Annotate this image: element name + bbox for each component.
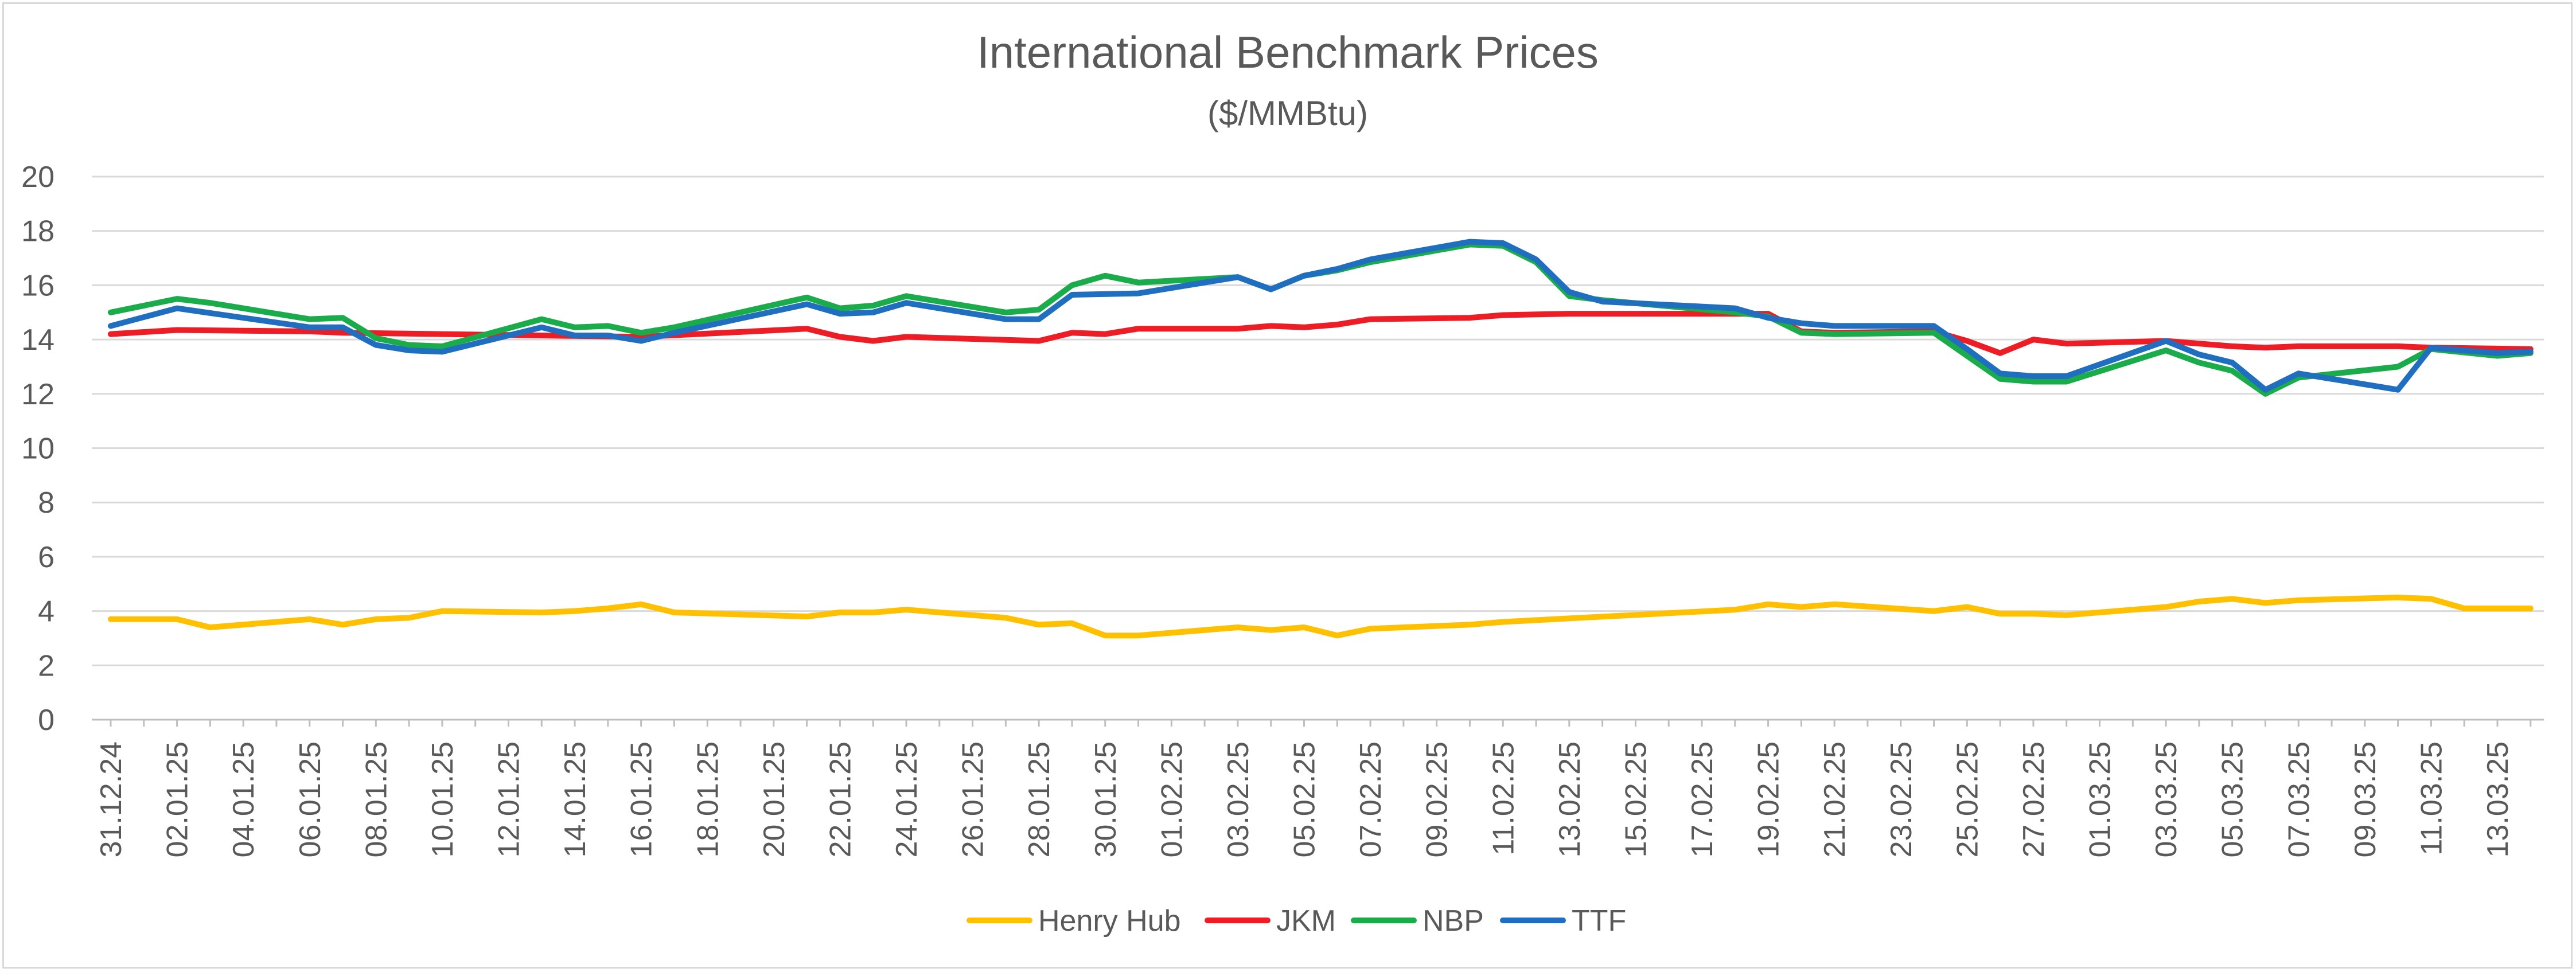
x-tick-label: 18.01.25 [691,741,724,857]
x-tick-label: 09.03.25 [2349,741,2382,857]
y-tick-label: 12 [21,378,54,411]
x-tick-label: 03.02.25 [1222,741,1255,857]
x-tick-label: 19.02.25 [1752,741,1786,857]
y-axis-ticks: 0 2 4 6 8 10 12 14 16 18 20 [21,161,54,737]
x-tick-label: 25.02.25 [1951,741,1984,857]
x-tick-label: 03.03.25 [2150,741,2183,857]
x-tick-label: 31.12.24 [95,741,128,857]
series-line-nbp [108,241,2534,397]
x-tick-label: 15.02.25 [1619,741,1653,857]
x-tick-label: 07.03.25 [2282,741,2316,857]
y-tick-label: 16 [21,269,54,302]
legend-label: Henry Hub [1038,904,1181,938]
series-line-henry-hub [108,594,2534,639]
chart-subtitle: ($/MMBtu) [1207,94,1368,132]
y-tick-label: 0 [38,704,54,737]
legend-label: TTF [1572,904,1626,938]
chart-title: International Benchmark Prices [977,27,1599,77]
y-tick-label: 2 [38,649,54,682]
x-tick-label: 01.03.25 [2084,741,2117,857]
series-line-jkm [108,311,2534,356]
series-line-ttf [108,239,2534,393]
x-tick-label: 06.01.25 [294,741,327,857]
x-tick-label: 10.01.25 [426,741,459,857]
x-tick-label: 23.02.25 [1885,741,1918,857]
y-tick-label: 6 [38,541,54,574]
y-tick-label: 4 [38,595,54,629]
x-tick-label: 14.01.25 [559,741,592,857]
x-tick-label: 22.01.25 [824,741,857,857]
legend-label: NBP [1423,904,1484,938]
x-tick-label: 17.02.25 [1686,741,1719,857]
x-tick-label: 20.01.25 [758,741,791,857]
series-lines [108,239,2534,639]
y-tick-label: 10 [21,432,54,466]
gridlines [92,175,2544,721]
x-tick-label: 27.02.25 [2017,741,2051,857]
legend: Henry Hub JKM NBP TTF [967,904,1626,938]
x-tick-label: 12.01.25 [493,741,526,857]
x-tick-label: 02.01.25 [161,741,194,857]
x-tick-label: 30.01.25 [1089,741,1123,857]
x-tick-label: 21.02.25 [1818,741,1852,857]
x-tick-label: 24.01.25 [890,741,923,857]
x-axis-ticks: 31.12.24 02.01.25 04.01.25 06.01.25 08.01.25… [95,720,2532,857]
x-tick-label: 16.01.25 [625,741,658,857]
x-tick-label: 11.02.25 [1487,741,1520,856]
legend-label: JKM [1276,904,1336,938]
x-tick-label: 04.01.25 [227,741,260,857]
x-tick-label: 26.01.25 [957,741,990,857]
x-tick-label: 28.01.25 [1023,741,1056,857]
x-tick-label: 05.03.25 [2216,741,2250,857]
x-tick-label: 13.03.25 [2481,741,2515,857]
x-tick-label: 11.03.25 [2415,741,2448,856]
x-tick-label: 09.02.25 [1421,741,1454,857]
y-tick-label: 8 [38,486,54,520]
x-tick-label: 07.02.25 [1354,741,1388,857]
x-tick-label: 01.02.25 [1155,741,1188,857]
y-tick-label: 14 [21,323,54,357]
x-tick-label: 13.02.25 [1553,741,1587,857]
x-tick-label: 08.01.25 [360,741,393,857]
y-tick-label: 18 [21,215,54,248]
y-tick-label: 20 [21,161,54,194]
x-tick-label: 05.02.25 [1288,741,1322,857]
